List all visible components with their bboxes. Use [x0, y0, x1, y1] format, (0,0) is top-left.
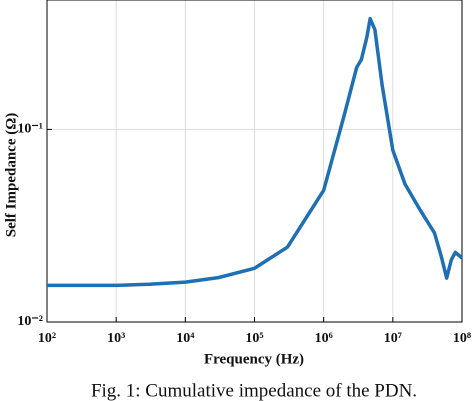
- x-tick-label: 10⁵: [245, 331, 263, 346]
- x-tick-label: 10³: [107, 331, 125, 346]
- x-axis-label: Frequency (Hz): [204, 351, 304, 367]
- x-tick-label: 10⁴: [176, 331, 195, 346]
- y-axis-label: Self Impedance (Ω): [3, 113, 19, 238]
- x-tick-label: 10⁷: [384, 331, 402, 346]
- plot-frame: [46, 0, 463, 323]
- x-tick-label: 10²: [38, 331, 56, 346]
- data-line: [47, 16, 464, 288]
- x-tick-label: 10⁶: [315, 331, 333, 346]
- y-tick-label: 10⁻²: [17, 314, 43, 329]
- y-tick-label: 10⁻¹: [17, 122, 43, 137]
- caption: Fig. 1: Cumulative impedance of the PDN.: [91, 380, 417, 401]
- x-tick-label: 10⁸: [453, 331, 471, 346]
